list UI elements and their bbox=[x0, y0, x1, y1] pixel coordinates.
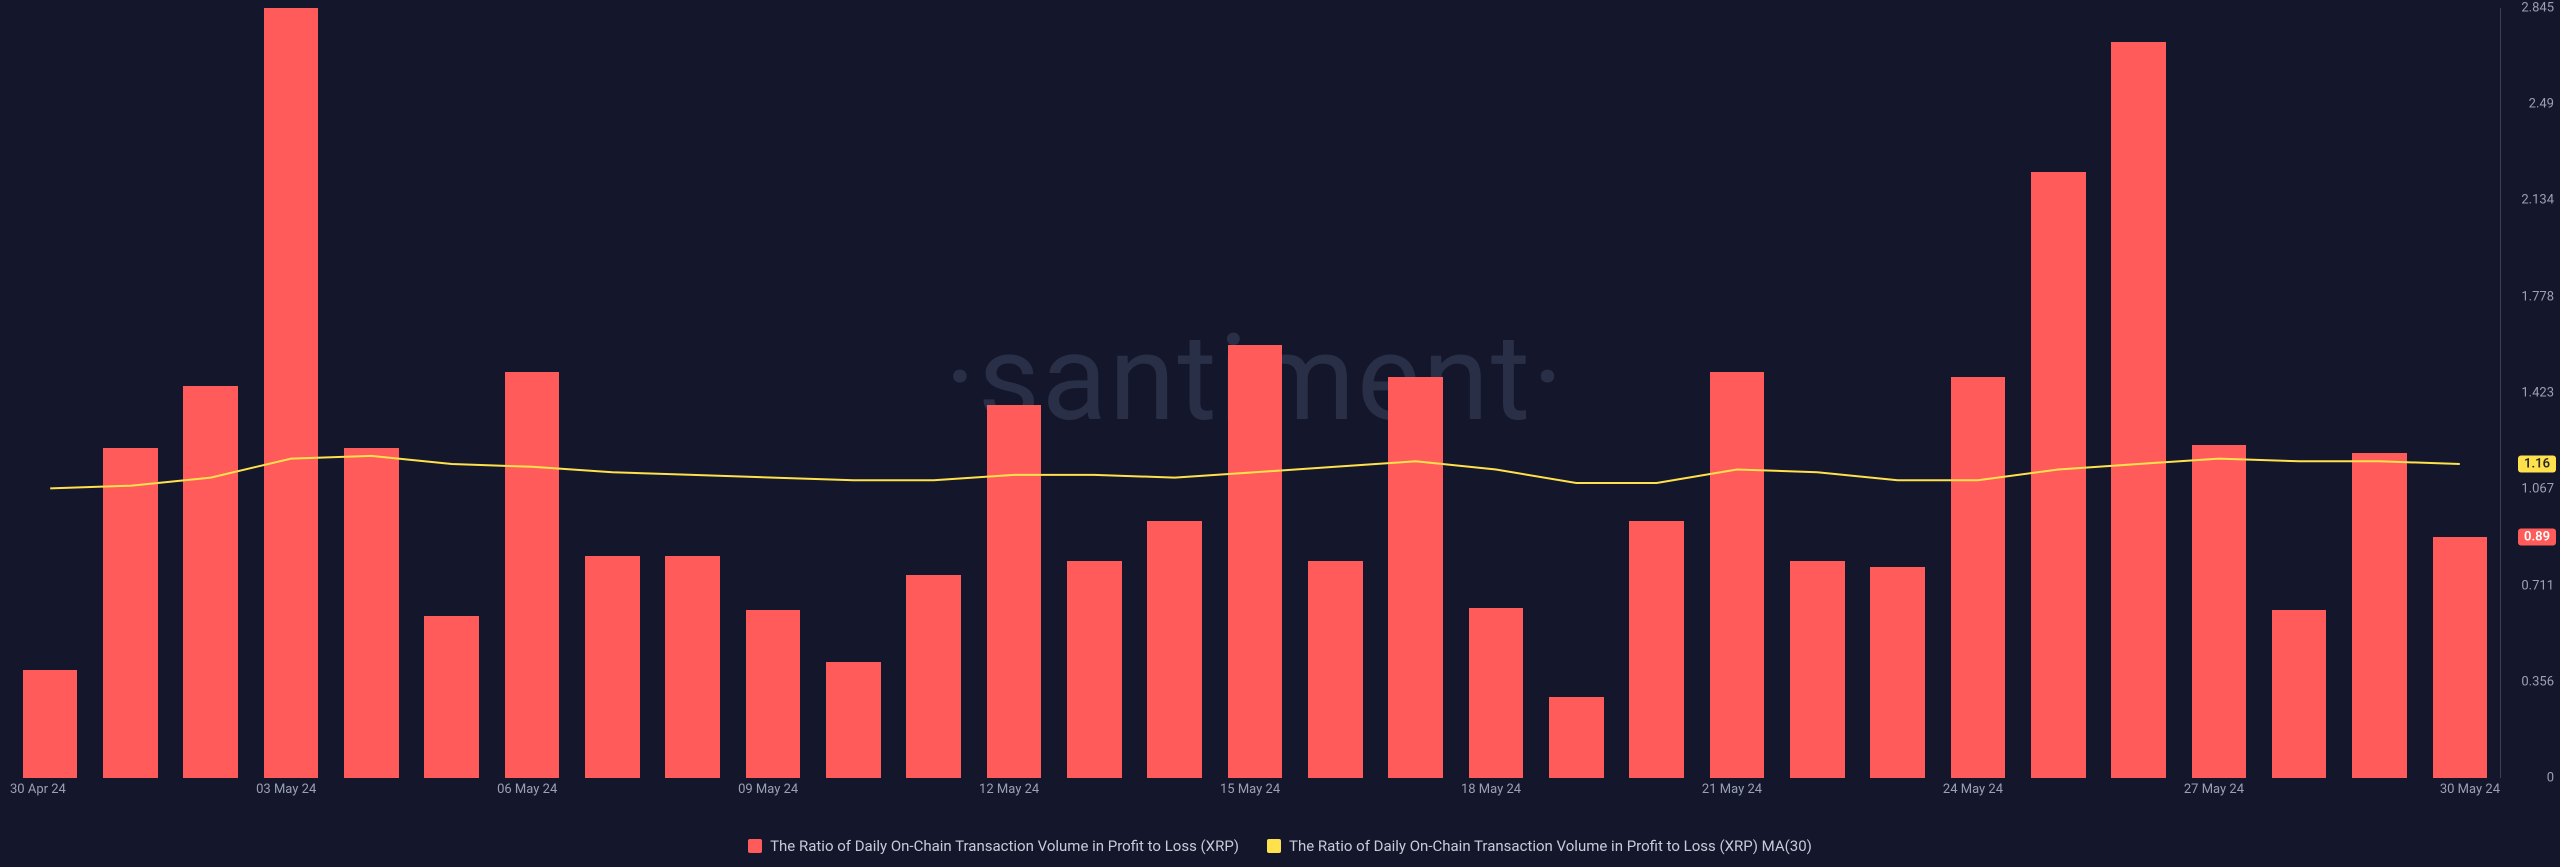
y-tick: 1.778 bbox=[2521, 289, 2554, 304]
legend-item-bars: The Ratio of Daily On-Chain Transaction … bbox=[748, 837, 1239, 855]
y-tick: 0 bbox=[2547, 771, 2554, 786]
x-tick: 30 Apr 24 bbox=[10, 782, 66, 797]
y-axis-line bbox=[2500, 8, 2501, 778]
legend-label-bars: The Ratio of Daily On-Chain Transaction … bbox=[770, 837, 1239, 855]
x-tick: 21 May 24 bbox=[1702, 782, 1762, 797]
legend: The Ratio of Daily On-Chain Transaction … bbox=[0, 837, 2560, 855]
legend-label-line: The Ratio of Daily On-Chain Transaction … bbox=[1289, 837, 1812, 855]
y-tick: 0.711 bbox=[2521, 578, 2554, 593]
y-tick: 1.423 bbox=[2521, 385, 2554, 400]
x-tick: 18 May 24 bbox=[1461, 782, 1521, 797]
y-tick: 2.845 bbox=[2521, 1, 2554, 16]
legend-swatch-line bbox=[1267, 839, 1281, 853]
ma-line bbox=[50, 456, 2460, 489]
x-axis: 30 Apr 24 03 May 24 06 May 24 09 May 24 12 M… bbox=[10, 782, 2500, 802]
y-tick: 2.134 bbox=[2521, 193, 2554, 208]
x-tick: 12 May 24 bbox=[979, 782, 1039, 797]
x-tick: 30 May 24 bbox=[2440, 782, 2500, 797]
x-tick: 24 May 24 bbox=[1943, 782, 2003, 797]
y-tick: 1.067 bbox=[2521, 482, 2554, 497]
legend-item-line: The Ratio of Daily On-Chain Transaction … bbox=[1267, 837, 1812, 855]
x-tick: 09 May 24 bbox=[738, 782, 798, 797]
y-tick: 2.49 bbox=[2529, 97, 2554, 112]
legend-swatch-bars bbox=[748, 839, 762, 853]
x-tick: 27 May 24 bbox=[2184, 782, 2244, 797]
x-tick: 15 May 24 bbox=[1220, 782, 1280, 797]
y-axis-tag: 1.16 bbox=[2518, 456, 2556, 473]
x-tick: 03 May 24 bbox=[256, 782, 316, 797]
line-layer bbox=[10, 8, 2500, 778]
x-tick: 06 May 24 bbox=[497, 782, 557, 797]
y-axis-tag: 0.89 bbox=[2518, 529, 2556, 546]
chart-container: ·santiment· 0 0.356 0.711 1.067 1.423 1.778 2.… bbox=[0, 0, 2560, 867]
plot-area: ·santiment· bbox=[10, 8, 2500, 778]
y-axis: 00.3560.7111.0671.4231.7782.1342.492.845… bbox=[2500, 8, 2560, 778]
y-tick: 0.356 bbox=[2521, 674, 2554, 689]
